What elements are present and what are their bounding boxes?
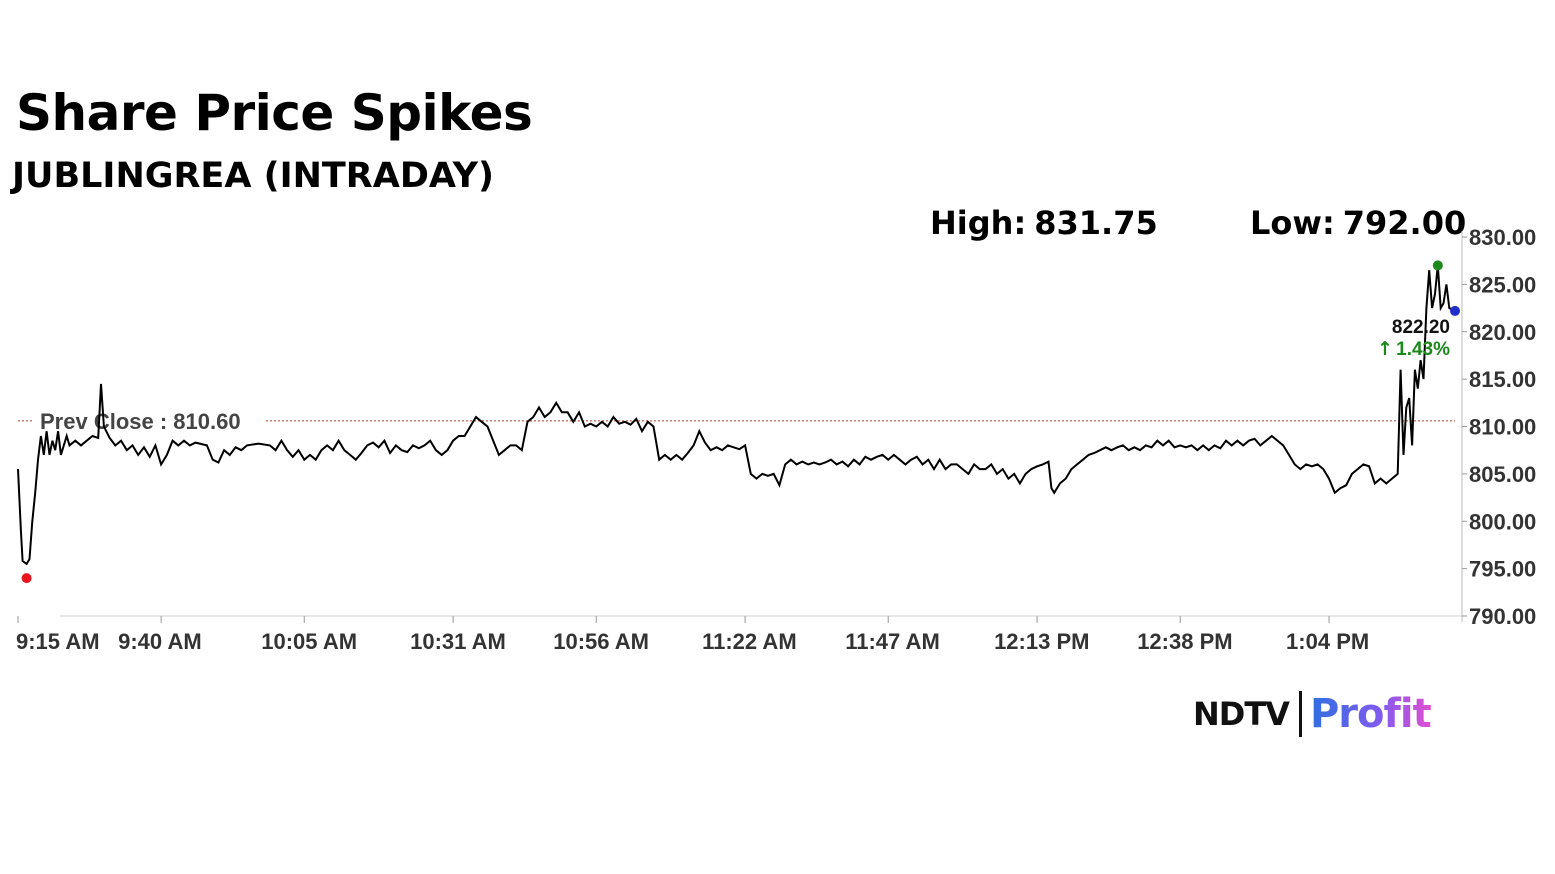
x-tick-label: 11:22 AM [702,629,797,654]
x-tick-label: 12:13 PM [994,629,1089,654]
x-tick-label: 10:05 AM [261,629,357,654]
prev-close-label-bg [34,405,264,434]
y-axis: 830.00 825.00 820.00 815.00 810.00 805.00 800.… [1461,225,1536,629]
x-tick-label: 12:38 PM [1137,629,1232,654]
brand-logo: NDTV Profit [1193,690,1432,738]
y-tick-label: 810.00 [1469,415,1536,440]
ndtv-logo: NDTV [1193,695,1290,733]
x-tick-label: 10:31 AM [410,629,506,654]
y-tick-label: 830.00 [1469,225,1536,250]
high-value: 831.75 [1034,204,1158,242]
x-tick-label: 9:15 AM [16,629,100,654]
last-marker [1450,305,1460,316]
high-label: High: [930,204,1027,242]
chart-title: Share Price Spikes [16,84,533,142]
y-tick-label: 805.00 [1469,462,1536,487]
low-stat: Low: 792.00 [1250,204,1466,242]
profit-logo: Profit [1309,691,1432,737]
y-tick-label: 790.00 [1469,604,1536,629]
x-tick-label: 10:56 AM [553,629,649,654]
x-axis: 9:15 AM 9:40 AM 10:05 AM 10:31 AM 10:56 AM 11… [16,615,1462,654]
y-tick-label: 815.00 [1469,367,1536,392]
high-stat: High: 831.75 [930,204,1158,242]
chart-subtitle: JUBLINGREA (INTRADAY) [12,156,494,196]
x-tick-label: 1:04 PM [1286,629,1369,654]
change-percent-label: 1.43% [1396,339,1450,360]
high-marker [1432,260,1443,271]
last-price-label: 822.20 [1392,317,1450,338]
prev-close-group: Prev Close : 810.60 [18,405,1455,434]
x-tick-label: 11:47 AM [845,629,940,654]
y-tick-label: 795.00 [1469,557,1536,582]
y-tick-label: 825.00 [1469,272,1536,297]
prev-close-label: Prev Close : 810.60 [40,409,241,434]
low-marker [21,573,32,584]
brand-divider [1298,691,1302,737]
arrow-up-icon: ↑ [1377,338,1393,360]
series-group [17,265,1456,566]
markers-group [21,260,1460,584]
y-tick-label: 800.00 [1469,509,1536,534]
low-label: Low: [1250,204,1335,242]
x-tick-label: 9:40 AM [118,629,202,654]
low-value: 792.00 [1342,204,1467,242]
y-tick-label: 820.00 [1469,320,1536,345]
price-line [17,265,1456,566]
last-price-group: 822.20↑ 1.43% [1377,317,1450,360]
